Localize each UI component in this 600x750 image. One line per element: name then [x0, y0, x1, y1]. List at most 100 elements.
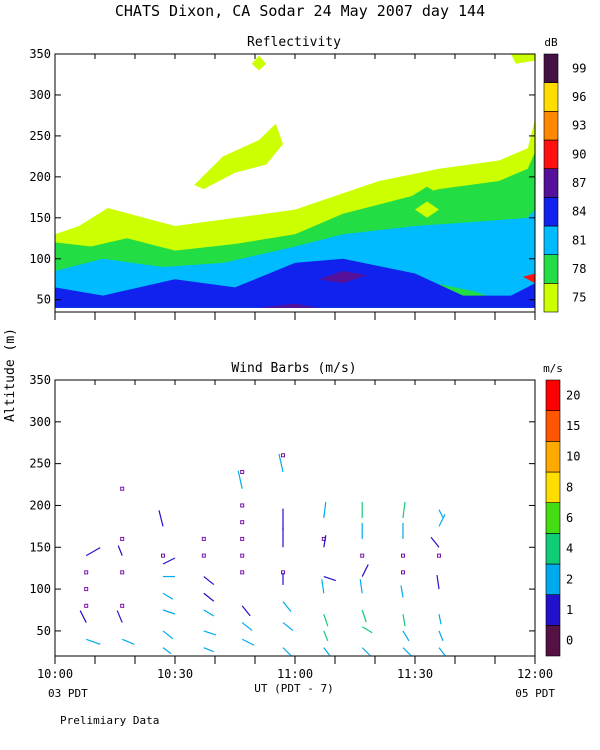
reflectivity-region-12 — [523, 273, 535, 284]
wind-barb — [162, 592, 174, 600]
reflectivity-colorbar-segment — [543, 283, 559, 313]
wind-barb — [402, 647, 412, 657]
reflectivity-region-11 — [259, 303, 319, 308]
x-axis-label: UT (PDT - 7) — [254, 682, 333, 695]
wind-barb — [323, 535, 327, 548]
reflectivity-colorbar-segment — [543, 168, 559, 198]
wind-barb — [402, 501, 406, 519]
wind-barb — [241, 622, 253, 632]
reflectivity-colorbar-segment — [543, 197, 559, 227]
calm-wind-marker — [201, 536, 206, 541]
windbarbs-y-tick-label: 350 — [29, 373, 51, 387]
windbarbs-x-tick-label: 11:00 — [277, 667, 313, 681]
calm-wind-marker — [120, 486, 125, 491]
wind-barb — [282, 647, 292, 657]
wind-barb — [361, 564, 369, 577]
reflectivity-region-6 — [403, 186, 451, 214]
wind-barb — [162, 557, 176, 565]
reflectivity-region-10 — [319, 271, 367, 284]
wind-barb — [436, 575, 440, 590]
calm-wind-marker — [360, 553, 365, 558]
wind-barb — [321, 579, 325, 594]
reflectivity-title: Reflectivity — [247, 35, 341, 50]
wind-barb — [241, 605, 251, 617]
wind-barb — [323, 501, 327, 519]
reflectivity-colorbar-label: 99 — [572, 61, 586, 75]
reflectivity-region-3 — [251, 55, 267, 71]
wind-barb — [85, 638, 101, 645]
wind-barb — [121, 638, 135, 645]
wind-barb — [203, 630, 216, 636]
reflectivity-colorbar-segment — [543, 225, 559, 255]
windbarbs-colorbar-segment — [545, 441, 561, 473]
reflectivity-colorbar-segment — [543, 53, 559, 83]
calm-wind-marker — [281, 453, 285, 458]
wind-barb — [203, 647, 215, 653]
reflectivity-colorbar-title: dB — [544, 36, 558, 49]
windbarbs-y-tick-label: 150 — [29, 540, 51, 554]
wind-barb — [438, 514, 446, 527]
reflectivity-y-tick-label: 50 — [37, 293, 51, 307]
windbarbs-colorbar-label: 0 — [566, 634, 573, 648]
reflectivity-colorbar-segment — [543, 82, 559, 112]
windbarbs-colorbar-segment — [545, 471, 561, 503]
windbarbs-colorbar-segment — [545, 625, 561, 657]
wind-barb — [438, 647, 446, 656]
calm-wind-marker — [84, 587, 89, 592]
calm-wind-marker — [84, 603, 89, 608]
reflectivity-y-tick-label: 350 — [29, 47, 51, 61]
windbarbs-colorbar-label: 4 — [566, 542, 573, 556]
wind-barb — [237, 470, 243, 489]
wind-barb — [361, 647, 371, 657]
reflectivity-colorbar-segment — [543, 139, 559, 169]
calm-wind-marker — [240, 520, 245, 525]
wind-barb — [361, 626, 373, 634]
y-axis-label: Altitude (m) — [3, 328, 18, 422]
x-left-date: 03 PDT — [48, 687, 88, 700]
reflectivity-y-tick-label: 200 — [29, 170, 51, 184]
reflectivity-region-1 — [194, 123, 283, 190]
x-right-date: 05 PDT — [515, 687, 555, 700]
calm-wind-marker — [401, 570, 405, 575]
windbarbs-colorbar-segment — [545, 563, 561, 595]
reflectivity-colorbar-label: 87 — [572, 176, 586, 190]
windbarbs-y-tick-label: 50 — [37, 624, 51, 638]
wind-barb — [438, 630, 444, 642]
windbarbs-colorbar-segment — [545, 502, 561, 534]
reflectivity-colorbar-segment — [543, 254, 559, 284]
windbarbs-colorbar-label: 15 — [566, 419, 580, 433]
wind-barb — [162, 630, 174, 640]
windbarbs-colorbar-title: m/s — [543, 362, 563, 375]
reflectivity-region-7 — [415, 201, 439, 218]
wind-barb — [158, 510, 164, 527]
wind-barb — [116, 610, 123, 623]
footnote: Prelimiary Data — [60, 714, 159, 727]
wind-barb — [438, 614, 442, 625]
wind-barb — [430, 536, 440, 548]
wind-barb — [162, 609, 176, 615]
wind-barb — [85, 547, 101, 557]
reflectivity-region-9 — [55, 258, 535, 308]
calm-wind-marker — [120, 570, 125, 575]
calm-wind-marker — [437, 553, 441, 558]
calm-wind-marker — [401, 553, 405, 558]
reflectivity-y-tick-label: 100 — [29, 252, 51, 266]
windbarbs-x-tick-label: 11:30 — [397, 667, 433, 681]
windbarbs-colorbar-label: 20 — [566, 388, 580, 402]
reflectivity-colorbar-label: 96 — [572, 90, 586, 104]
wind-barb — [278, 453, 284, 473]
wind-barb — [79, 610, 87, 623]
reflectivity-colorbar-label: 81 — [572, 233, 586, 247]
calm-wind-marker — [120, 603, 125, 608]
wind-barb — [203, 609, 215, 617]
windbarbs-plot-area — [54, 379, 536, 657]
reflectivity-colorbar-segment — [543, 111, 559, 141]
reflectivity-region-2 — [511, 54, 535, 64]
windbarbs-x-tick-label: 10:00 — [37, 667, 73, 681]
wind-barb — [359, 579, 363, 594]
windbarbs-colorbar-label: 10 — [566, 450, 580, 464]
windbarbs-colorbar-segment — [545, 379, 561, 411]
windbarbs-x-tick-label: 12:00 — [517, 667, 553, 681]
windbarbs-colorbar-segment — [545, 410, 561, 442]
